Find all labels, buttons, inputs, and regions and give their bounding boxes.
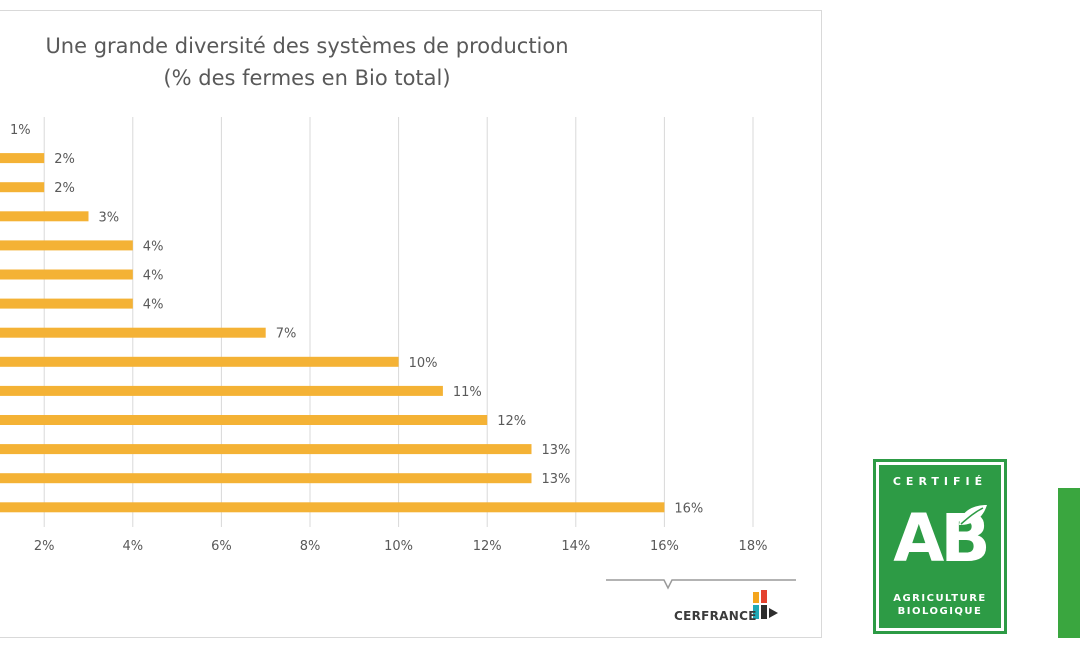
bar <box>0 240 133 251</box>
x-tick-label: 16% <box>650 539 679 554</box>
chart-title-line-1: Une grande diversité des systèmes de pro… <box>45 34 569 58</box>
ab-certification-logo: CERTIFIÉ AB AGRICULTURE BIOLOGIQUE <box>873 459 1007 634</box>
cerfrance-logo-graphic <box>606 579 796 619</box>
x-axis-ticks: 2% 4% 6% 8% 10% 12% 14% 16% 18% <box>34 539 768 554</box>
leaf-icon <box>959 505 987 525</box>
x-tick-label: 2% <box>34 539 55 554</box>
ab-logo-panel: CERTIFIÉ AB AGRICULTURE BIOLOGIQUE <box>879 465 1001 628</box>
data-label: 4% <box>143 239 164 254</box>
data-label: 12% <box>497 414 526 429</box>
x-tick-label: 6% <box>211 539 232 554</box>
data-label: 11% <box>453 385 482 400</box>
bar <box>0 356 399 367</box>
green-side-block <box>1058 488 1080 638</box>
chart-frame <box>0 10 822 638</box>
bar <box>0 502 665 513</box>
data-label: 16% <box>674 501 703 516</box>
data-label: 1% <box>10 123 31 138</box>
cerfrance-logo: CERFRANCE <box>606 578 801 634</box>
data-label: 2% <box>54 181 75 196</box>
chart-title: Une grande diversité des systèmes de pro… <box>0 30 614 94</box>
data-label: 13% <box>542 443 571 458</box>
bar <box>0 211 89 222</box>
bars <box>0 153 665 513</box>
x-tick-label: 12% <box>473 539 502 554</box>
data-label: 7% <box>276 327 297 342</box>
bar <box>0 473 532 484</box>
bar <box>0 298 133 309</box>
x-tick-label: 14% <box>561 539 590 554</box>
chart-title-line-2: (% des fermes en Bio total) <box>163 66 451 90</box>
ab-certifie-text: CERTIFIÉ <box>892 475 988 488</box>
x-tick-label: 4% <box>122 539 143 554</box>
bar <box>0 153 45 164</box>
bar <box>0 415 488 425</box>
bar <box>0 327 266 338</box>
data-label: 10% <box>409 356 438 371</box>
value-labels: 1% 2% 2% 3% 4% 4% 4% 7% 10% 11% 12% 13% 13% 16% <box>10 123 703 516</box>
data-label: 4% <box>143 269 164 284</box>
bar <box>0 269 133 280</box>
data-label: 4% <box>143 298 164 313</box>
cerfrance-wordmark: CERFRANCE <box>674 609 757 623</box>
data-label: 3% <box>99 210 120 225</box>
bar <box>0 385 443 396</box>
ab-agriculture-text: AGRICULTURE <box>893 593 987 604</box>
ab-biologique-text: BIOLOGIQUE <box>897 606 983 617</box>
bar <box>0 182 45 193</box>
x-tick-label: 10% <box>384 539 413 554</box>
data-label: 13% <box>542 472 571 487</box>
grid-lines <box>43 117 754 527</box>
data-label: 2% <box>54 152 75 167</box>
x-tick-label: 8% <box>300 539 321 554</box>
x-tick-label: 18% <box>739 539 768 554</box>
bar <box>0 444 532 455</box>
